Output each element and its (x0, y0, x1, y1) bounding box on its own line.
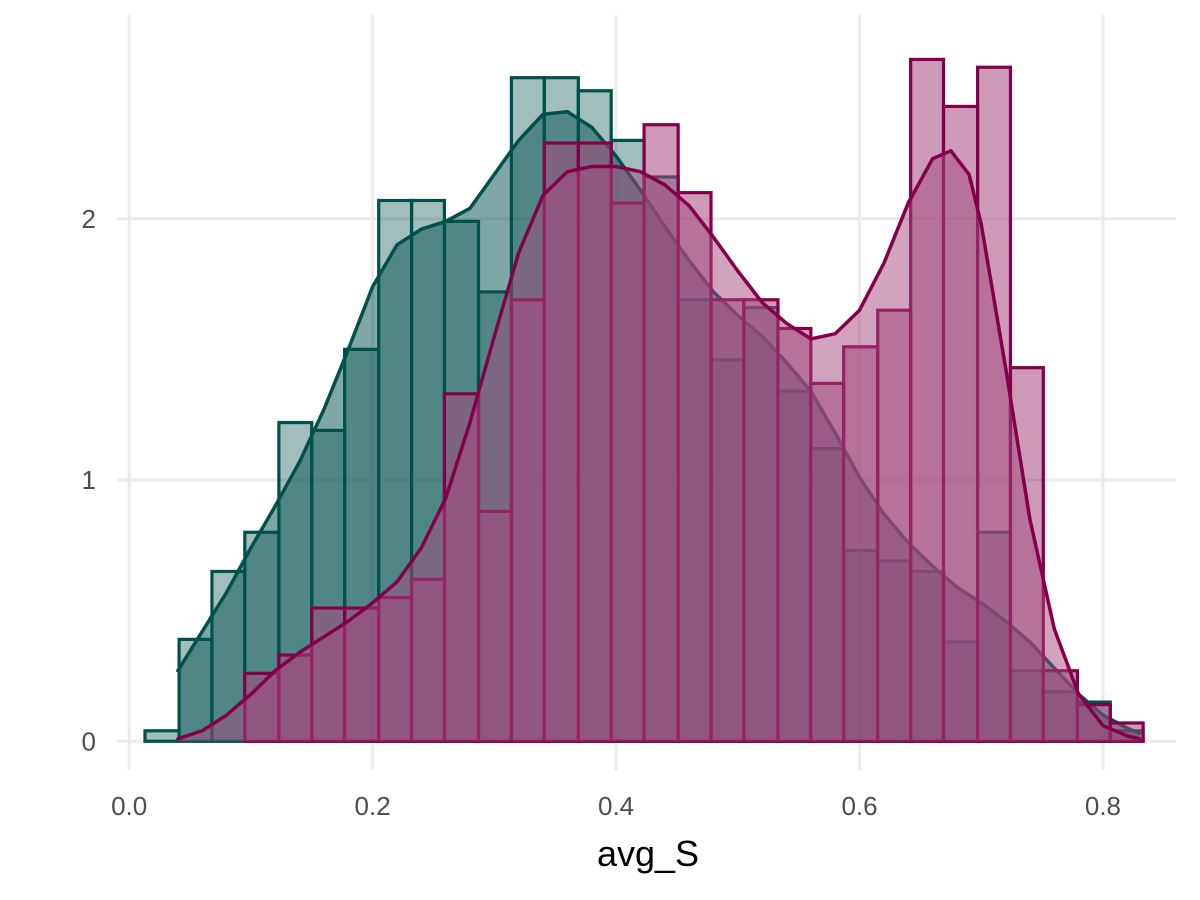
density-curve (176, 149, 1142, 741)
x-axis-ticks: 0.0 0.2 0.4 0.6 0.8 (111, 791, 1121, 821)
y-tick-label: 0 (82, 726, 96, 756)
series-layer (143, 57, 1145, 743)
series-2 (176, 57, 1145, 743)
histogram-bar (143, 729, 181, 743)
y-tick-label: 2 (82, 204, 96, 234)
x-tick-label: 0.4 (598, 791, 634, 821)
x-tick-label: 0.6 (841, 791, 877, 821)
y-axis-ticks: 0 1 2 (82, 204, 96, 756)
y-tick-label: 1 (82, 465, 96, 495)
density-area (177, 150, 1140, 742)
x-tick-label: 0.2 (355, 791, 391, 821)
x-tick-label: 0.8 (1085, 791, 1121, 821)
x-axis-title: avg_S (597, 833, 699, 874)
x-tick-label: 0.0 (111, 791, 147, 821)
